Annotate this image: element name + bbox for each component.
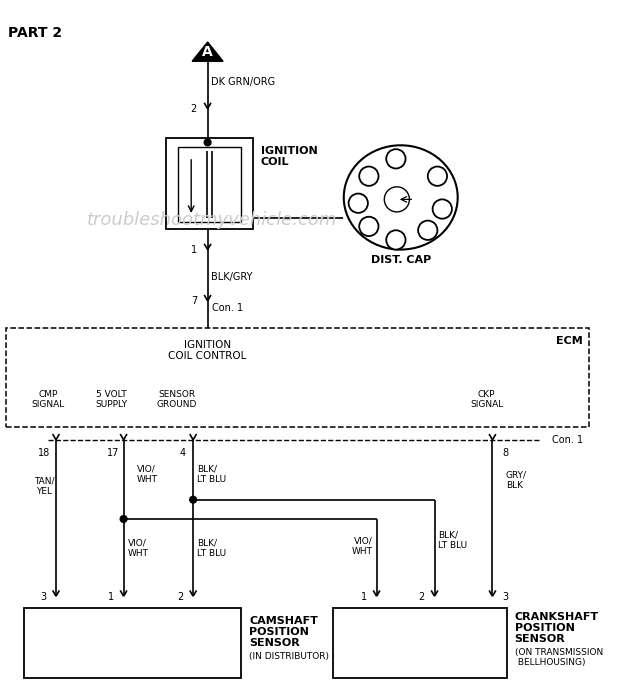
Text: 5: 5 bbox=[392, 235, 399, 245]
Text: 3: 3 bbox=[40, 592, 46, 602]
Text: CRANKSHAFT: CRANKSHAFT bbox=[515, 612, 599, 622]
Bar bbox=[333, 608, 507, 678]
Text: BLK/
LT BLU: BLK/ LT BLU bbox=[438, 531, 467, 550]
Text: DK GRN/ORG: DK GRN/ORG bbox=[211, 76, 276, 87]
Text: 4: 4 bbox=[434, 172, 441, 181]
Text: SENSOR: SENSOR bbox=[515, 634, 565, 644]
Text: BELLHOUSING): BELLHOUSING) bbox=[515, 659, 585, 667]
Circle shape bbox=[121, 516, 127, 522]
Circle shape bbox=[359, 217, 378, 236]
Text: 8: 8 bbox=[502, 448, 508, 458]
Text: 4: 4 bbox=[179, 448, 185, 458]
Text: (ON TRANSMISSION: (ON TRANSMISSION bbox=[515, 648, 603, 657]
Circle shape bbox=[428, 167, 447, 186]
Circle shape bbox=[190, 496, 197, 503]
Bar bbox=[24, 608, 242, 678]
Text: 3: 3 bbox=[502, 592, 508, 602]
Circle shape bbox=[433, 199, 452, 218]
Text: 2: 2 bbox=[177, 592, 184, 602]
Text: (IN DISTRIBUTOR): (IN DISTRIBUTOR) bbox=[249, 652, 329, 661]
Text: COIL CONTROL: COIL CONTROL bbox=[169, 351, 247, 360]
Circle shape bbox=[418, 220, 438, 240]
Text: 2: 2 bbox=[355, 198, 362, 208]
Text: CAMSHAFT: CAMSHAFT bbox=[249, 616, 318, 626]
Text: 1: 1 bbox=[191, 244, 197, 255]
Text: BLK/
LT BLU: BLK/ LT BLU bbox=[197, 465, 226, 484]
Text: IGNITION: IGNITION bbox=[184, 340, 231, 350]
Text: TAN/
YEL: TAN/ YEL bbox=[34, 477, 54, 496]
Text: CKP
SIGNAL: CKP SIGNAL bbox=[470, 389, 503, 409]
Text: GRY/
BLK: GRY/ BLK bbox=[506, 470, 527, 490]
Text: 5 VOLT
SUPPLY: 5 VOLT SUPPLY bbox=[95, 389, 127, 409]
Text: SENSOR
GROUND: SENSOR GROUND bbox=[156, 389, 197, 409]
Text: BLK/
LT BLU: BLK/ LT BLU bbox=[197, 538, 226, 558]
Text: DIST. CAP: DIST. CAP bbox=[371, 256, 431, 265]
Circle shape bbox=[349, 194, 368, 213]
Text: 3: 3 bbox=[439, 204, 446, 214]
Text: CMP
SIGNAL: CMP SIGNAL bbox=[32, 389, 65, 409]
Bar bbox=[177, 147, 242, 222]
Text: 2: 2 bbox=[418, 592, 425, 602]
Text: BLK/GRY: BLK/GRY bbox=[211, 272, 253, 281]
Text: PART 2: PART 2 bbox=[7, 26, 62, 40]
Text: Con. 1: Con. 1 bbox=[213, 304, 243, 314]
Text: SENSOR: SENSOR bbox=[249, 638, 300, 648]
Text: IGNITION: IGNITION bbox=[261, 146, 318, 156]
Bar bbox=[6, 328, 589, 427]
Polygon shape bbox=[192, 42, 223, 62]
Text: VIO/
WHT: VIO/ WHT bbox=[127, 538, 148, 558]
Text: 1: 1 bbox=[108, 592, 114, 602]
Text: POSITION: POSITION bbox=[249, 627, 309, 637]
Text: Con. 1: Con. 1 bbox=[552, 435, 583, 444]
Text: 17: 17 bbox=[107, 448, 119, 458]
Text: VIO/
WHT: VIO/ WHT bbox=[137, 465, 158, 484]
Text: 1: 1 bbox=[361, 592, 367, 602]
Text: 8: 8 bbox=[392, 154, 399, 164]
Circle shape bbox=[359, 167, 378, 186]
Text: ECM: ECM bbox=[556, 337, 583, 346]
Text: A: A bbox=[202, 45, 213, 59]
Text: 6: 6 bbox=[425, 225, 431, 235]
Text: COIL: COIL bbox=[261, 157, 289, 167]
Text: 7: 7 bbox=[365, 221, 372, 232]
Bar bbox=[166, 138, 253, 230]
Circle shape bbox=[204, 139, 211, 146]
Circle shape bbox=[386, 230, 405, 250]
Text: 18: 18 bbox=[38, 448, 51, 458]
Text: VIO/
WHT: VIO/ WHT bbox=[352, 536, 373, 556]
Circle shape bbox=[386, 149, 405, 169]
Text: 7: 7 bbox=[191, 296, 197, 306]
Text: POSITION: POSITION bbox=[515, 623, 575, 633]
Text: 2: 2 bbox=[191, 104, 197, 113]
Text: troubleshootmyvehicle.com: troubleshootmyvehicle.com bbox=[87, 211, 337, 229]
Text: 1: 1 bbox=[365, 172, 372, 181]
